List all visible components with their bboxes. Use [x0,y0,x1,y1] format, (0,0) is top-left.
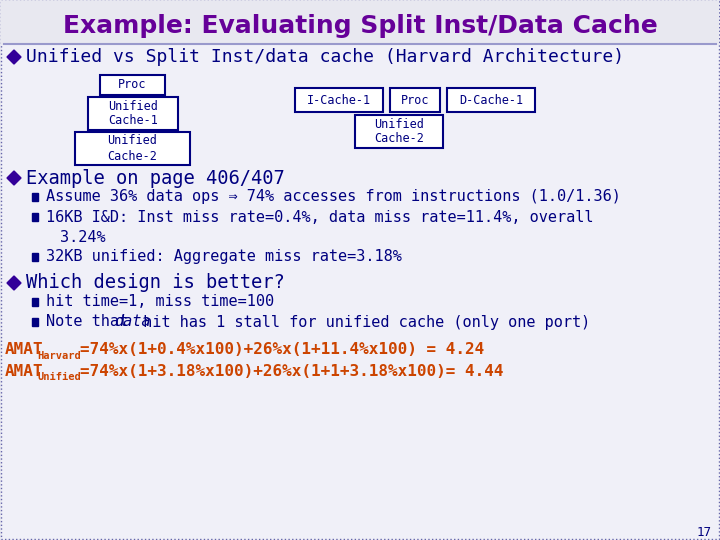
Polygon shape [32,193,38,201]
Text: Example: Evaluating Split Inst/Data Cache: Example: Evaluating Split Inst/Data Cach… [63,14,657,38]
Text: Unified vs Split Inst/data cache (Harvard Architecture): Unified vs Split Inst/data cache (Harvar… [26,48,624,66]
Polygon shape [7,276,21,290]
Text: Unified
Cache-1: Unified Cache-1 [108,99,158,127]
Text: D-Cache-1: D-Cache-1 [459,93,523,106]
Text: 3.24%: 3.24% [60,230,106,245]
FancyBboxPatch shape [75,132,190,165]
Text: =74%x(1+0.4%x100)+26%x(1+11.4%x100) = 4.24: =74%x(1+0.4%x100)+26%x(1+11.4%x100) = 4.… [80,342,485,357]
Polygon shape [32,298,38,306]
Text: Harvard: Harvard [37,351,81,361]
Text: 16KB I&D: Inst miss rate=0.4%, data miss rate=11.4%, overall: 16KB I&D: Inst miss rate=0.4%, data miss… [46,210,593,225]
Text: Proc: Proc [401,93,429,106]
Polygon shape [32,213,38,221]
Text: Unified
Cache-2: Unified Cache-2 [374,118,424,145]
FancyBboxPatch shape [355,115,443,148]
Text: Unified
Cache-2: Unified Cache-2 [107,134,158,163]
Polygon shape [7,50,21,64]
Text: data: data [114,314,150,329]
Text: AMAT: AMAT [5,363,43,379]
Text: Example on page 406/407: Example on page 406/407 [26,168,284,187]
Text: 17: 17 [697,525,712,538]
Text: 32KB unified: Aggregate miss rate=3.18%: 32KB unified: Aggregate miss rate=3.18% [46,249,402,265]
Polygon shape [32,318,38,326]
Text: AMAT: AMAT [5,342,43,357]
Polygon shape [7,171,21,185]
Text: =74%x(1+3.18%x100)+26%x(1+1+3.18%x100)= 4.44: =74%x(1+3.18%x100)+26%x(1+1+3.18%x100)= … [80,363,503,379]
FancyBboxPatch shape [88,97,178,130]
Text: Proc: Proc [118,78,147,91]
Text: Which design is better?: Which design is better? [26,273,284,293]
Text: Unified: Unified [37,372,81,382]
Text: Assume 36% data ops ⇒ 74% accesses from instructions (1.0/1.36): Assume 36% data ops ⇒ 74% accesses from … [46,190,621,205]
FancyBboxPatch shape [390,88,440,112]
Text: I-Cache-1: I-Cache-1 [307,93,371,106]
FancyBboxPatch shape [1,1,719,45]
Text: Note that: Note that [46,314,138,329]
FancyBboxPatch shape [447,88,535,112]
Text: hit has 1 stall for unified cache (only one port): hit has 1 stall for unified cache (only … [134,314,590,329]
Polygon shape [32,253,38,261]
Text: hit time=1, miss time=100: hit time=1, miss time=100 [46,294,274,309]
FancyBboxPatch shape [295,88,383,112]
FancyBboxPatch shape [100,75,165,95]
